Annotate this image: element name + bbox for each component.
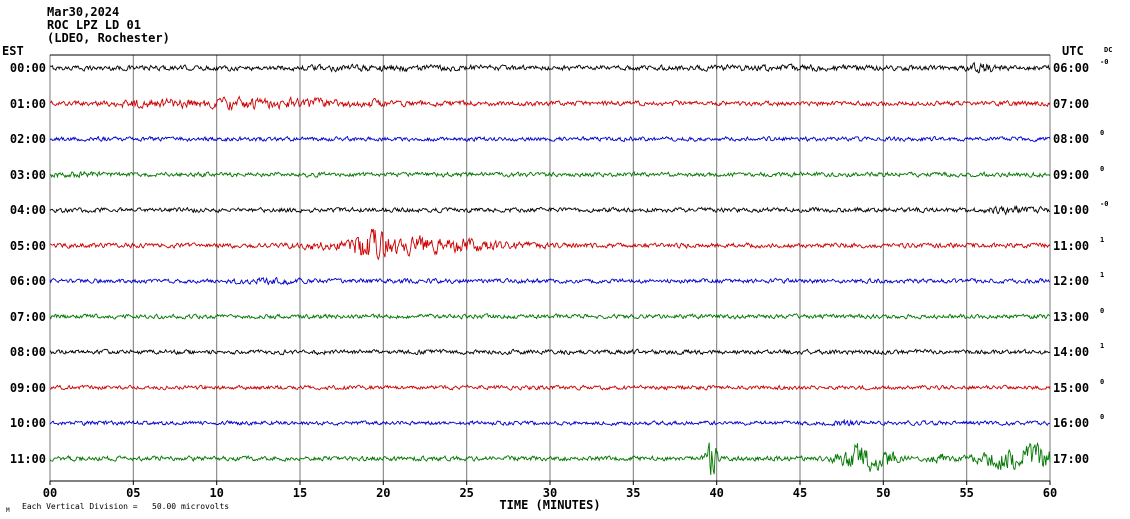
dc-offset-value: -0 <box>1100 58 1109 66</box>
utc-time-label: 15:00 <box>1053 380 1090 395</box>
dc-offset-value: -0 <box>1100 200 1109 208</box>
utc-time-label: 14:00 <box>1053 345 1090 359</box>
scale-note: Each Vertical Division = 50.00 microvolt… <box>22 502 230 511</box>
est-axis-label: EST <box>2 44 24 58</box>
x-tick-label: 55 <box>959 486 974 500</box>
est-time-label: 11:00 <box>9 451 46 466</box>
dc-offset-value: 0 <box>1100 413 1105 421</box>
dc-offset-value: 0 <box>1100 164 1105 173</box>
seismo-trace <box>49 313 1051 320</box>
seismo-trace <box>49 276 1051 286</box>
est-time-label: 09:00 <box>9 380 46 395</box>
x-tick-label: 05 <box>126 486 141 500</box>
utc-time-label: 12:00 <box>1053 274 1090 288</box>
x-tick-label: 00 <box>42 486 58 500</box>
utc-time-label: 17:00 <box>1053 451 1090 466</box>
est-time-label: 06:00 <box>9 274 46 288</box>
seismo-trace <box>49 418 1051 427</box>
x-tick-label: 25 <box>459 486 474 500</box>
x-tick-label: 50 <box>876 486 891 500</box>
utc-time-label: 08:00 <box>1053 132 1090 146</box>
seismo-trace <box>49 228 1051 261</box>
footer-mark: M <box>6 507 10 514</box>
x-tick-label: 60 <box>1042 486 1058 500</box>
x-tick-label: 40 <box>709 486 724 500</box>
est-time-label: 02:00 <box>9 132 46 146</box>
x-tick-label: 20 <box>376 486 391 500</box>
est-time-label: 00:00 <box>9 61 46 75</box>
seismo-trace <box>49 204 1051 216</box>
dc-offset-value: 0 <box>1100 129 1105 137</box>
x-tick-label: 35 <box>626 486 641 500</box>
x-tick-label: 10 <box>209 486 224 500</box>
x-tick-label: 45 <box>792 486 808 500</box>
utc-time-label: 16:00 <box>1053 416 1090 430</box>
est-time-label: 08:00 <box>9 345 46 359</box>
x-tick-label: 30 <box>542 486 558 500</box>
dc-offset-value: 0 <box>1100 377 1105 386</box>
est-time-label: 01:00 <box>9 96 46 111</box>
dc-offset-value: 1 <box>1100 235 1105 244</box>
seismo-trace <box>49 384 1051 391</box>
utc-axis-label: UTC <box>1062 44 1084 58</box>
header-date: Mar30,2024 <box>47 5 120 19</box>
est-time-label: 07:00 <box>9 309 46 324</box>
est-time-label: 10:00 <box>9 416 46 430</box>
est-time-label: 05:00 <box>9 238 46 253</box>
utc-time-label: 13:00 <box>1053 309 1090 324</box>
header-location: (LDEO, Rochester) <box>47 31 170 45</box>
seismo-trace <box>49 170 1051 179</box>
seismo-trace <box>49 441 1051 476</box>
utc-time-label: 10:00 <box>1053 203 1090 217</box>
header-station: ROC LPZ LD 01 <box>47 18 141 32</box>
utc-time-label: 09:00 <box>1053 167 1090 182</box>
seismo-trace <box>49 348 1051 356</box>
x-tick-label: 15 <box>292 486 308 500</box>
utc-time-label: 06:00 <box>1053 61 1090 75</box>
dc-offset-value: 1 <box>1100 271 1105 279</box>
x-axis-title: TIME (MINUTES) <box>499 498 601 512</box>
seismo-trace <box>49 61 1051 74</box>
dc-axis-label: DC <box>1104 46 1113 54</box>
utc-time-label: 11:00 <box>1053 238 1090 253</box>
dc-offset-value: 0 <box>1100 306 1105 315</box>
dc-offset-value: 1 <box>1100 342 1105 350</box>
seismo-trace <box>49 95 1051 112</box>
seismo-trace <box>49 135 1051 143</box>
utc-time-label: 07:00 <box>1053 96 1090 111</box>
est-time-label: 03:00 <box>9 167 46 182</box>
est-time-label: 04:00 <box>9 203 46 217</box>
